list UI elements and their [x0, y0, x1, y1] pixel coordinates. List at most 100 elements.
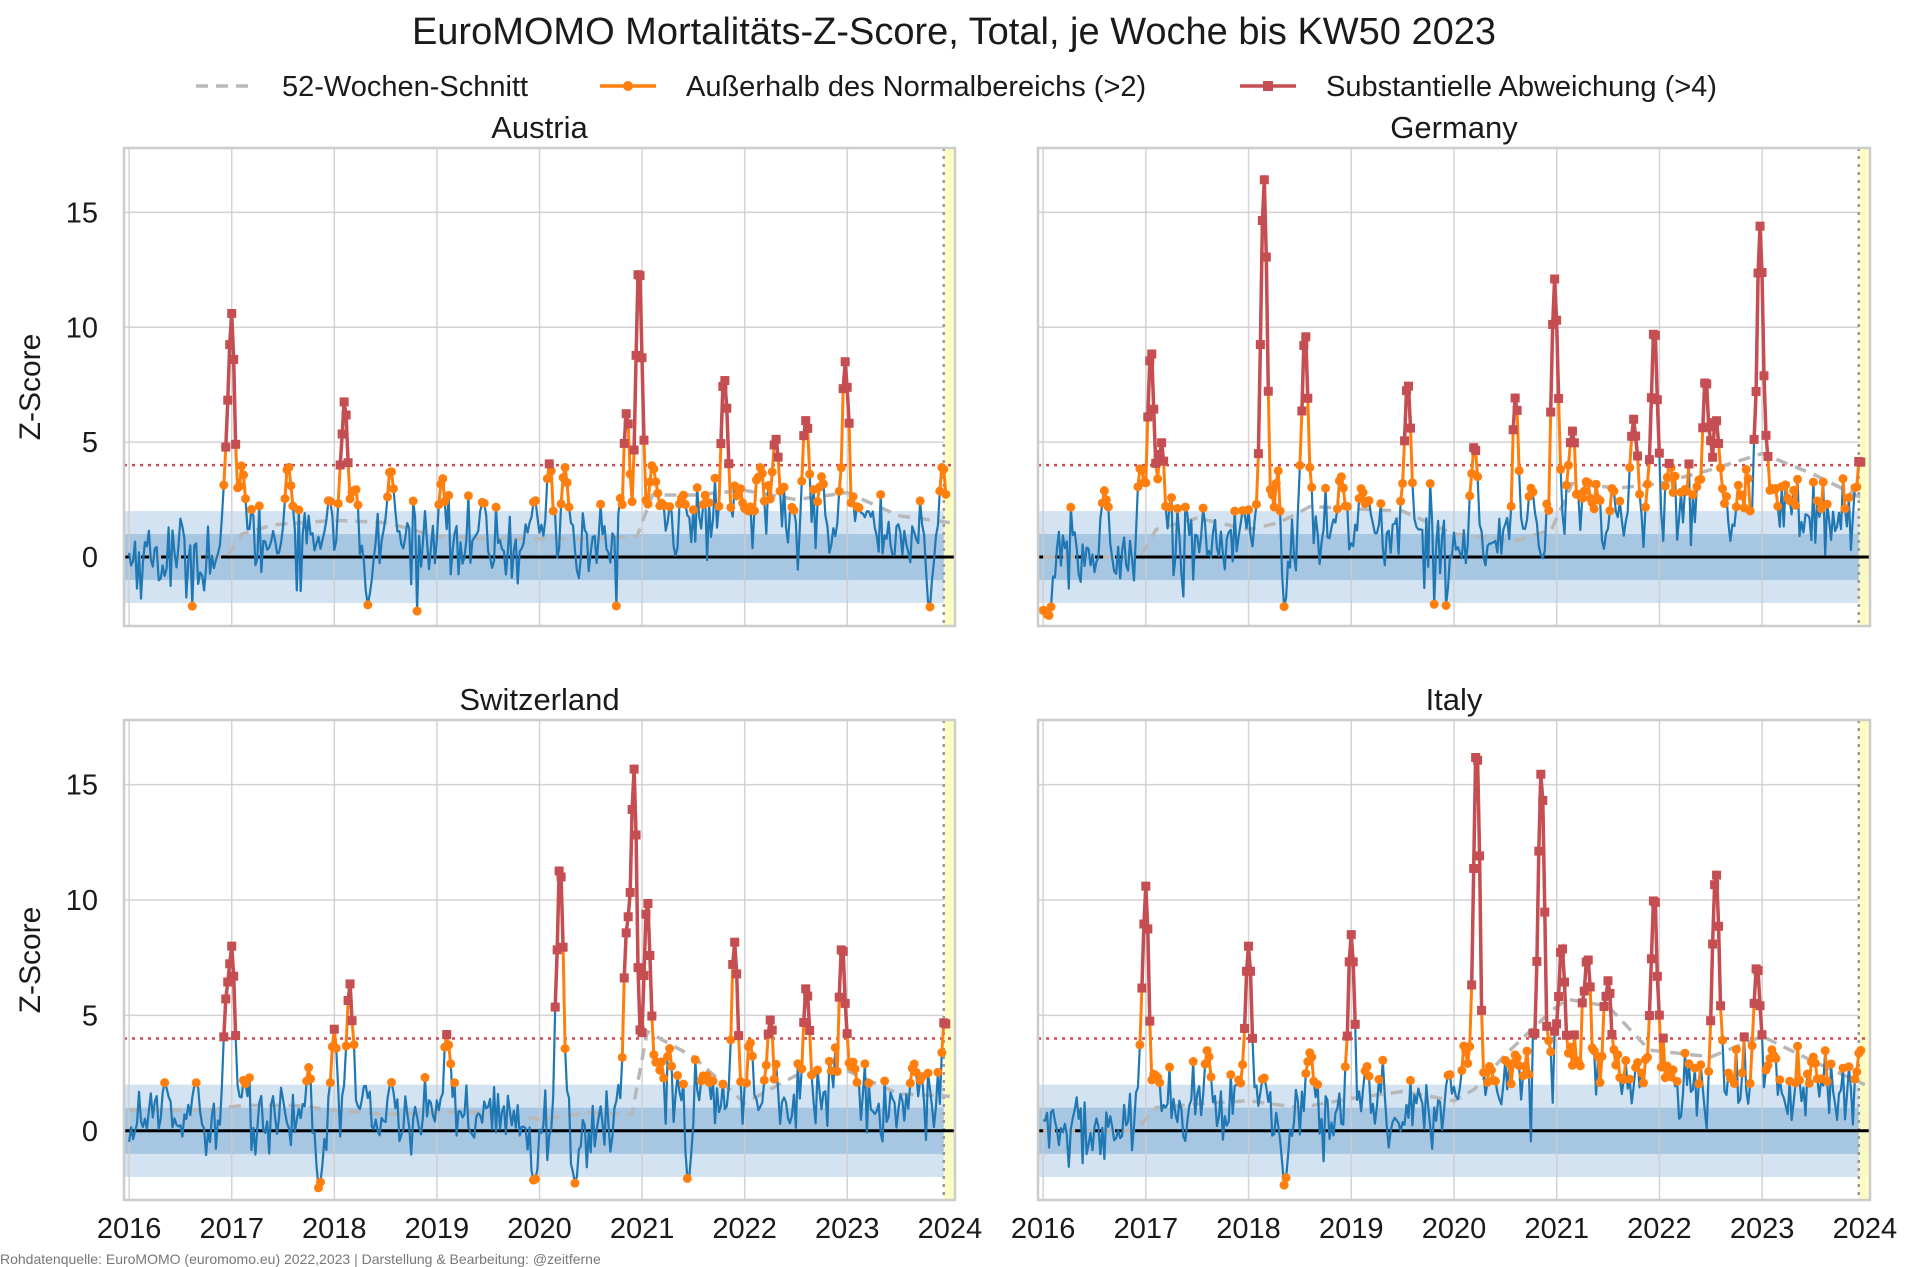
segment-above-4-line: [553, 870, 565, 1008]
point-above-2: [1680, 1048, 1690, 1058]
segment-above-4: [1143, 349, 1161, 468]
point-above-2: [1165, 1062, 1175, 1072]
point-above-2: [688, 505, 698, 515]
point-above-4: [771, 434, 781, 444]
point-above-2: [726, 502, 736, 512]
segment-above-2: [244, 1073, 254, 1083]
y-tick-label: 5: [82, 427, 98, 459]
segment-above-2: [383, 467, 398, 502]
point-above-2: [1520, 1061, 1530, 1071]
segment-above-4-line: [1256, 179, 1271, 454]
panel-switzerland: Switzerland 0 5 10 15 Z-Score 2016 2017 2018 2019…: [14, 682, 982, 1245]
segment-above-4: [1240, 941, 1257, 1043]
point-above-2: [1575, 1061, 1585, 1071]
point-above-4: [1540, 907, 1550, 917]
point-above-2: [1473, 472, 1483, 482]
point-above-2: [1165, 502, 1175, 512]
point-above-2: [1398, 478, 1408, 488]
point-above-2: [876, 490, 886, 500]
x-tick-label: 2022: [712, 1213, 777, 1245]
segment-above-2: [1230, 506, 1240, 516]
point-above-2: [1668, 1065, 1678, 1075]
point-above-4: [769, 440, 779, 450]
point-above-4: [1139, 919, 1149, 929]
panel-germany: Germany: [1036, 110, 1872, 628]
legend-item-1: Außerhalb des Normalbereichs (>2): [600, 71, 1146, 103]
x-tick-label: 2016: [1011, 1213, 1076, 1245]
point-above-4: [1646, 393, 1656, 403]
point-above-2: [1793, 1041, 1803, 1051]
source-note: Rohdatenquelle: EuroMOMO (euromomo.eu) 2…: [0, 1251, 601, 1267]
segment-above-4-line: [1629, 418, 1640, 457]
point-above-4: [1471, 445, 1481, 455]
point-above-2: [657, 1057, 667, 1067]
segment-above-2: [779, 482, 789, 492]
point-above-4: [1658, 1033, 1668, 1043]
point-above-2: [726, 1035, 736, 1045]
legend-item-0: 52-Wochen-Schnitt: [196, 71, 528, 103]
point-above-4: [838, 946, 848, 956]
segment-above-2: [688, 505, 698, 515]
point-above-2: [479, 498, 489, 508]
point-above-4: [442, 1030, 452, 1040]
point-above-2: [682, 1173, 692, 1183]
point-above-2: [408, 496, 418, 506]
point-above-2: [1407, 478, 1417, 488]
point-above-4: [1757, 1030, 1767, 1040]
point-above-2: [933, 1067, 943, 1077]
segment-above-2: [1257, 1073, 1269, 1084]
point-above-2: [1605, 506, 1615, 516]
point-above-4: [1633, 451, 1643, 461]
point-above-2: [1826, 1059, 1836, 1069]
point-above-4: [621, 928, 631, 938]
point-above-2: [941, 489, 951, 499]
point-above-2: [1188, 1057, 1198, 1067]
point-above-2: [1625, 1074, 1635, 1084]
point-above-2: [925, 602, 935, 612]
panel-italy: Italy 2016 2017 2018 2019 2020 2021 2022 2023 202…: [1011, 682, 1897, 1245]
y-tick-label: 10: [66, 312, 98, 344]
point-above-2: [710, 473, 720, 483]
segment-above-4: [1577, 955, 1595, 1008]
point-above-4: [223, 395, 233, 405]
point-above-4: [1646, 954, 1656, 964]
segment-above-2: [880, 1076, 890, 1086]
segment-above-2: [412, 606, 422, 616]
point-above-2: [1840, 504, 1850, 514]
point-above-4: [558, 942, 568, 952]
point-above-2: [1741, 465, 1751, 475]
point-above-2: [1729, 1078, 1739, 1088]
point-above-2: [714, 501, 724, 511]
point-above-4: [1257, 215, 1267, 225]
point-above-2: [1321, 483, 1331, 493]
point-above-2: [1259, 1073, 1269, 1083]
point-above-2: [1621, 1056, 1631, 1066]
point-above-2: [1046, 602, 1056, 612]
point-above-4: [1259, 175, 1269, 185]
segment-above-2: [1226, 1070, 1236, 1080]
segment-above-4: [329, 1024, 339, 1034]
point-above-2: [306, 1074, 316, 1084]
point-above-2: [1595, 496, 1605, 506]
point-above-4: [629, 445, 639, 455]
point-above-4: [1508, 425, 1518, 435]
point-above-4: [1261, 252, 1271, 262]
legend-label-0: 52-Wochen-Schnitt: [282, 71, 528, 103]
point-above-2: [530, 496, 540, 506]
y-tick-label: 0: [82, 542, 98, 574]
segment-above-2: [1321, 483, 1331, 493]
point-above-4: [834, 992, 844, 1002]
segment-above-2: [1850, 1045, 1866, 1084]
point-above-2: [807, 1070, 817, 1080]
point-above-4: [1538, 795, 1548, 805]
segment-above-2: [708, 1076, 718, 1086]
point-above-4: [1569, 1030, 1579, 1040]
point-above-4: [627, 804, 637, 814]
point-above-2: [702, 1071, 712, 1081]
point-above-2: [1546, 1047, 1556, 1057]
point-above-4: [1467, 980, 1477, 990]
point-above-2: [1642, 479, 1652, 489]
point-above-2: [386, 467, 396, 477]
point-above-2: [1279, 1180, 1289, 1190]
